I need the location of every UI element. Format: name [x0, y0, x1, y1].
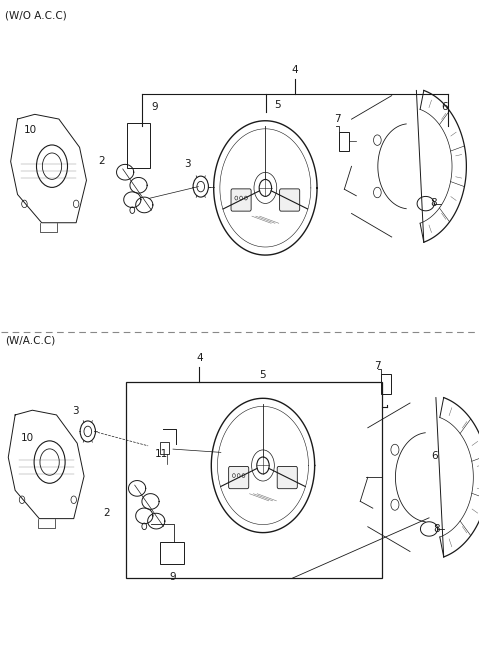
FancyBboxPatch shape [231, 189, 251, 211]
Bar [159, 442, 169, 454]
Text: 9: 9 [152, 102, 158, 112]
FancyBboxPatch shape [280, 189, 300, 211]
Text: (W/A.C.C): (W/A.C.C) [5, 335, 56, 345]
Text: 5: 5 [275, 100, 281, 110]
Text: 10: 10 [24, 125, 36, 135]
Text: 7: 7 [334, 113, 340, 124]
Bar [159, 542, 184, 564]
Text: 2: 2 [103, 508, 110, 518]
Text: 4: 4 [292, 66, 299, 75]
Bar [127, 123, 150, 168]
Text: 6: 6 [441, 102, 448, 112]
Text: 3: 3 [184, 159, 191, 169]
Bar [338, 132, 349, 152]
Text: 9: 9 [170, 572, 176, 582]
Bar [381, 375, 391, 394]
Text: 11: 11 [155, 449, 168, 459]
FancyBboxPatch shape [228, 466, 249, 489]
Text: 6: 6 [432, 451, 438, 461]
Bar [126, 382, 382, 578]
Text: 8: 8 [433, 524, 440, 534]
Text: 4: 4 [196, 354, 203, 363]
Text: 8: 8 [431, 198, 437, 208]
Text: 7: 7 [374, 361, 381, 371]
Text: 10: 10 [21, 432, 34, 443]
Text: 2: 2 [98, 156, 105, 166]
Text: 5: 5 [260, 371, 266, 380]
FancyBboxPatch shape [277, 466, 297, 489]
Text: (W/O A.C.C): (W/O A.C.C) [5, 10, 67, 20]
Text: 3: 3 [72, 406, 79, 417]
